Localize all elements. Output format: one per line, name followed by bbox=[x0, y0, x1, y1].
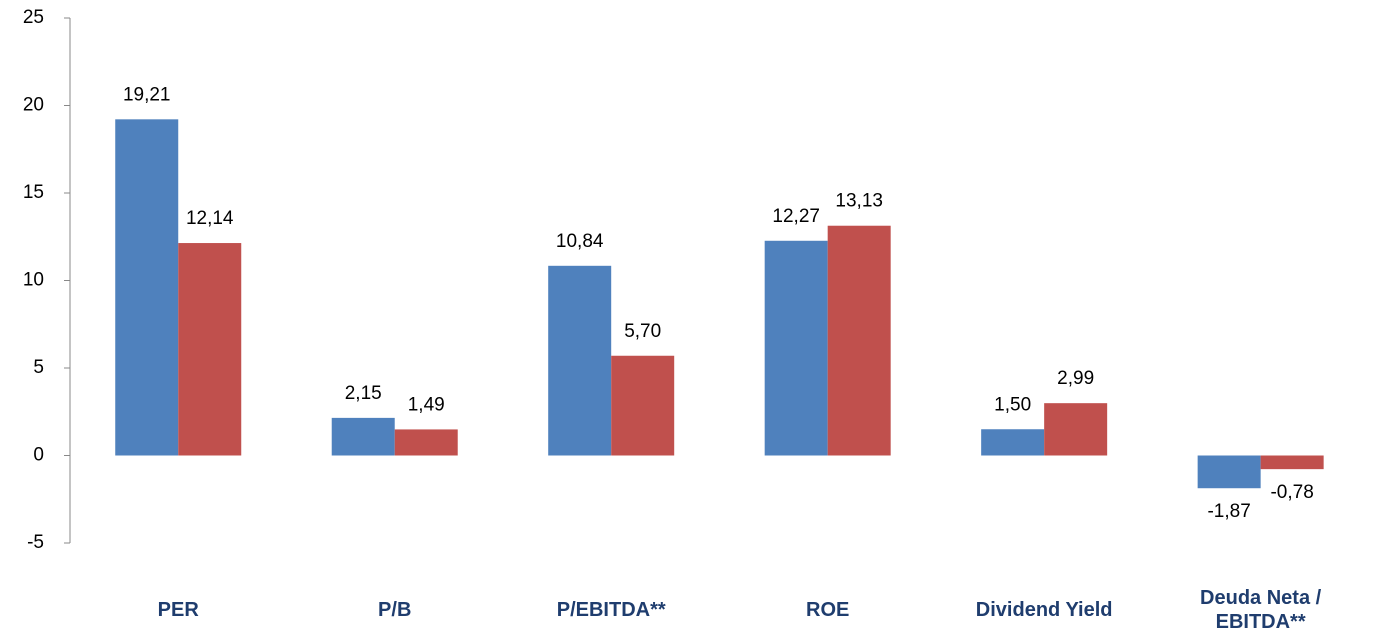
value-label: 13,13 bbox=[835, 191, 883, 212]
y-tick-label: 15 bbox=[23, 182, 44, 203]
x-tick-label: ROE bbox=[806, 599, 850, 621]
value-label: 2,99 bbox=[1057, 368, 1094, 389]
value-label: 12,14 bbox=[186, 208, 234, 229]
value-label: -0,78 bbox=[1270, 482, 1313, 503]
x-tick-label: Dividend Yield bbox=[975, 599, 1113, 621]
bar bbox=[1260, 455, 1324, 470]
x-tick-label: Deuda Neta / EBITDA** bbox=[1200, 587, 1322, 633]
y-tick-label: 5 bbox=[33, 357, 44, 378]
bar bbox=[115, 119, 179, 456]
value-label: -1,87 bbox=[1207, 501, 1250, 522]
bar bbox=[178, 243, 242, 456]
bar bbox=[548, 265, 612, 456]
value-label: 19,21 bbox=[123, 84, 171, 105]
bar bbox=[394, 429, 458, 456]
bar bbox=[1197, 455, 1261, 489]
x-tick-label: PER bbox=[157, 599, 199, 621]
value-label: 2,15 bbox=[345, 383, 382, 404]
bar bbox=[764, 240, 828, 456]
y-tick-label: 0 bbox=[33, 445, 44, 466]
bar bbox=[1044, 403, 1108, 456]
x-tick-label: P/EBITDA** bbox=[556, 599, 666, 621]
value-label: 1,49 bbox=[408, 394, 445, 415]
y-tick-label: 10 bbox=[23, 270, 44, 291]
value-label: 1,50 bbox=[994, 394, 1031, 415]
y-tick-label: 25 bbox=[23, 7, 44, 28]
value-label: 12,27 bbox=[772, 206, 820, 227]
x-tick-label: P/B bbox=[378, 599, 412, 621]
y-tick-label: -5 bbox=[27, 532, 44, 553]
y-tick-label: 20 bbox=[23, 95, 44, 116]
value-label: 5,70 bbox=[624, 321, 661, 342]
bar bbox=[981, 429, 1045, 456]
bar bbox=[611, 355, 675, 456]
value-label: 10,84 bbox=[556, 231, 604, 252]
bar bbox=[331, 417, 395, 456]
bar bbox=[827, 225, 891, 456]
